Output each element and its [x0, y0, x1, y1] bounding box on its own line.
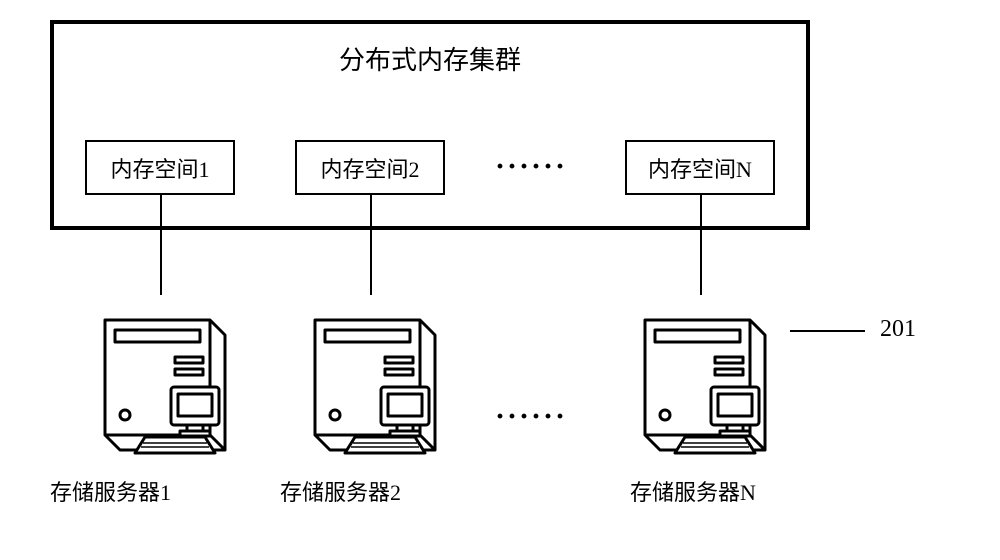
server-label-n: 存储服务器N [630, 475, 756, 507]
diagram-canvas: 分布式内存集群 内存空间1 内存空间2 内存空间N ······ [50, 20, 950, 550]
ref-leader-line [790, 330, 865, 332]
mem-label-n: 内存空间N [648, 152, 752, 184]
server-label-2: 存储服务器2 [280, 475, 401, 507]
connector-n [700, 195, 702, 295]
mem-box-2: 内存空间2 [295, 140, 445, 195]
server-ellipsis: ······ [495, 400, 567, 434]
server-1 [75, 295, 245, 455]
mem-label-1: 内存空间1 [110, 152, 209, 184]
connector-2 [370, 195, 372, 295]
connector-1 [160, 195, 162, 295]
mem-label-2: 内存空间2 [320, 152, 419, 184]
ref-number: 201 [880, 316, 916, 343]
cluster-title: 分布式内存集群 [50, 40, 810, 77]
mem-box-n: 内存空间N [625, 140, 775, 195]
server-icon [285, 295, 455, 455]
server-2 [285, 295, 455, 455]
server-icon [75, 295, 245, 455]
server-icon [615, 295, 785, 455]
mem-ellipsis: ······ [495, 150, 567, 184]
server-label-1: 存储服务器1 [50, 475, 171, 507]
mem-box-1: 内存空间1 [85, 140, 235, 195]
server-n [615, 295, 785, 455]
